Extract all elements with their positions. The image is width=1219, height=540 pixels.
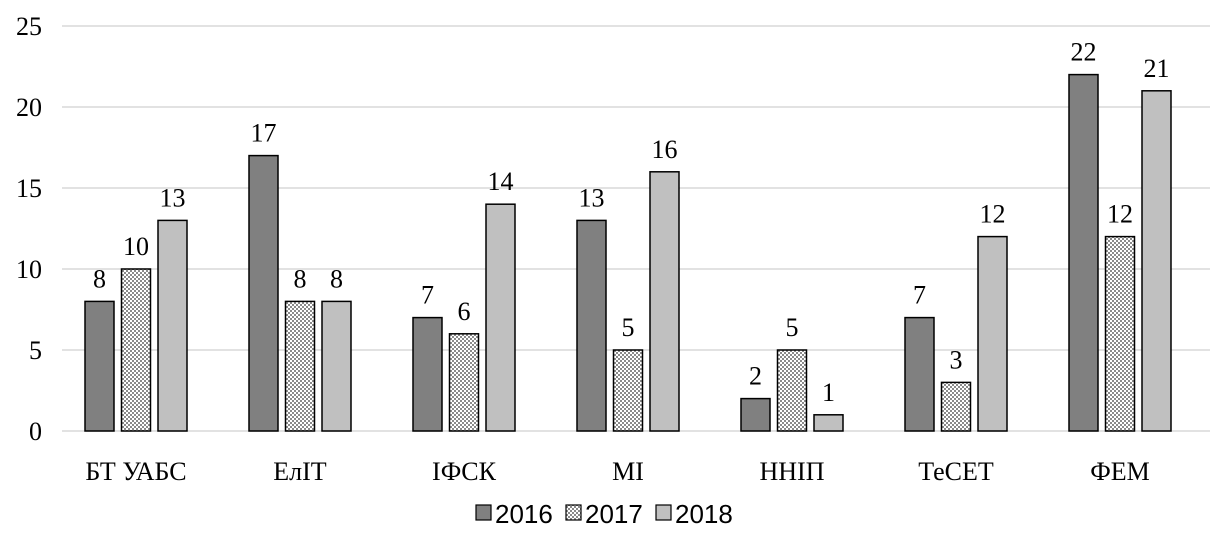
y-tick-label: 25 [16, 12, 42, 41]
legend-label-2018: 2018 [675, 499, 733, 529]
bar-2016-0 [84, 300, 115, 432]
data-label: 1 [822, 378, 835, 407]
data-label: 3 [950, 345, 963, 374]
bar-2016-2 [412, 316, 443, 432]
bar-2018-4 [813, 414, 844, 432]
bar-2016-4 [740, 397, 771, 432]
x-tick-label: ТеСЕТ [918, 457, 994, 486]
x-tick-label: МІ [612, 457, 644, 486]
bar-2017-2 [448, 333, 480, 432]
bar-2017-1 [284, 300, 316, 432]
y-tick-label: 10 [16, 255, 42, 284]
legend: 2016 2017 2018 [475, 499, 733, 529]
legend-label-2016: 2016 [495, 499, 553, 529]
legend-swatch-2017 [565, 504, 582, 521]
bar-2018-5 [977, 235, 1008, 432]
data-label: 8 [93, 264, 106, 293]
data-label: 8 [330, 264, 343, 293]
data-label: 17 [251, 119, 277, 148]
bar-2018-1 [321, 300, 352, 432]
y-tick-label: 5 [29, 336, 42, 365]
bar-2018-6 [1141, 90, 1172, 432]
y-tick-label: 20 [16, 93, 42, 122]
data-label: 12 [1107, 200, 1133, 229]
x-tick-label: ННІП [760, 457, 825, 486]
bar-2017-3 [612, 349, 644, 432]
legend-swatch-2016 [475, 504, 492, 521]
bars [84, 73, 1172, 432]
data-label: 21 [1144, 54, 1170, 83]
data-label: 14 [488, 167, 514, 196]
data-label: 5 [786, 313, 799, 342]
bar-2018-2 [485, 203, 516, 432]
x-tick-label: ФЕМ [1090, 457, 1150, 486]
y-axis-ticks: 0 5 10 15 20 25 [16, 12, 42, 446]
data-label: 13 [579, 183, 605, 212]
bar-2016-1 [248, 154, 279, 432]
bar-2018-0 [157, 219, 188, 432]
data-label: 13 [160, 183, 186, 212]
bar-2016-3 [576, 219, 607, 432]
data-label: 8 [294, 264, 307, 293]
legend-label-2017: 2017 [585, 499, 643, 529]
legend-swatch-2018 [655, 504, 672, 521]
data-label: 22 [1071, 38, 1097, 67]
y-tick-label: 0 [29, 417, 42, 446]
y-tick-label: 15 [16, 174, 42, 203]
data-label: 2 [749, 362, 762, 391]
bar-2017-4 [776, 349, 808, 432]
data-label: 10 [123, 232, 149, 261]
x-tick-label: БТ УАБС [85, 457, 186, 486]
data-label: 7 [913, 281, 926, 310]
bar-2017-6 [1104, 235, 1136, 432]
data-label: 16 [652, 135, 678, 164]
x-tick-label: ІФСК [432, 457, 497, 486]
bar-2018-3 [649, 171, 680, 432]
data-label: 12 [980, 200, 1006, 229]
bar-2016-6 [1068, 73, 1099, 432]
data-label: 7 [421, 281, 434, 310]
data-label: 6 [458, 297, 471, 326]
bar-2017-5 [940, 381, 972, 432]
x-tick-label: ЕлІТ [273, 457, 327, 486]
bar-2016-5 [904, 316, 935, 432]
bar-2017-0 [120, 268, 152, 432]
data-label: 5 [622, 313, 635, 342]
x-axis-ticks: БТ УАБС ЕлІТ ІФСК МІ ННІП ТеСЕТ ФЕМ [85, 457, 1149, 486]
